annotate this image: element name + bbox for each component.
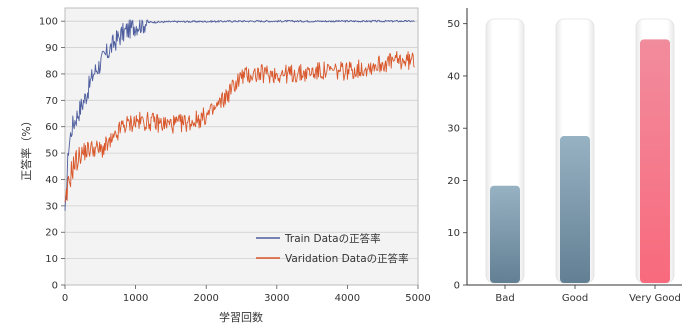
y-tick-labels: 0 10 20 30 40 50 xyxy=(447,19,467,292)
legend-label-validation: Varidation Dataの正答率 xyxy=(285,252,409,265)
line-chart: 0 10 20 30 40 50 60 70 80 90 100 0 1000 2000 3000 4000… xyxy=(19,7,431,324)
x-tick-label: Bad xyxy=(495,293,514,304)
x-tick-label: 3000 xyxy=(264,293,289,304)
y-tick-label: 20 xyxy=(45,228,58,239)
x-axis-title: 学習回数 xyxy=(219,310,263,324)
x-tick-label: 0 xyxy=(62,293,68,304)
y-tick-label: 90 xyxy=(45,43,58,54)
y-tick-label: 30 xyxy=(45,201,58,212)
bar-very-good xyxy=(640,39,670,283)
bar-good xyxy=(560,136,590,283)
x-tick-labels: 0 1000 2000 3000 4000 5000 xyxy=(62,285,431,304)
y-tick-label: 80 xyxy=(45,69,58,80)
y-tick-label: 10 xyxy=(447,228,460,239)
y-tick-label: 40 xyxy=(45,175,58,186)
x-tick-label: 1000 xyxy=(123,293,148,304)
y-tick-label: 50 xyxy=(447,19,460,30)
series-lines xyxy=(64,19,415,211)
bars: Bad Good Very Good xyxy=(485,18,681,304)
x-tick-label: 5000 xyxy=(405,293,430,304)
legend: Train Dataの正答率 Varidation Dataの正答率 xyxy=(256,232,409,265)
y-tick-label: 40 xyxy=(447,71,460,82)
y-tick-label: 50 xyxy=(45,149,58,160)
y-tick-label: 100 xyxy=(39,17,58,28)
y-tick-label: 20 xyxy=(447,176,460,187)
y-tick-label: 0 xyxy=(454,281,460,292)
y-tick-label: 10 xyxy=(45,254,58,265)
y-tick-label: 30 xyxy=(447,124,460,135)
y-tick-label: 60 xyxy=(45,122,58,133)
x-tick-label: 4000 xyxy=(335,293,360,304)
x-tick-label: Very Good xyxy=(629,293,681,304)
y-tick-labels: 0 10 20 30 40 50 60 70 80 90 100 xyxy=(39,17,65,292)
x-tick-label: 2000 xyxy=(193,293,218,304)
legend-label-train: Train Dataの正答率 xyxy=(284,232,381,245)
y-axis-title: 正答率（%） xyxy=(19,115,33,180)
bar-chart: 0 10 20 30 40 50 Bad Good Very Good xyxy=(447,8,682,304)
plot-area xyxy=(64,7,419,286)
x-tick-label: Good xyxy=(562,293,588,304)
series-line-train xyxy=(64,19,415,211)
series-line-validation xyxy=(64,50,415,203)
y-tick-label: 0 xyxy=(52,281,58,292)
y-tick-label: 70 xyxy=(45,96,58,107)
bar-bad xyxy=(490,185,520,283)
